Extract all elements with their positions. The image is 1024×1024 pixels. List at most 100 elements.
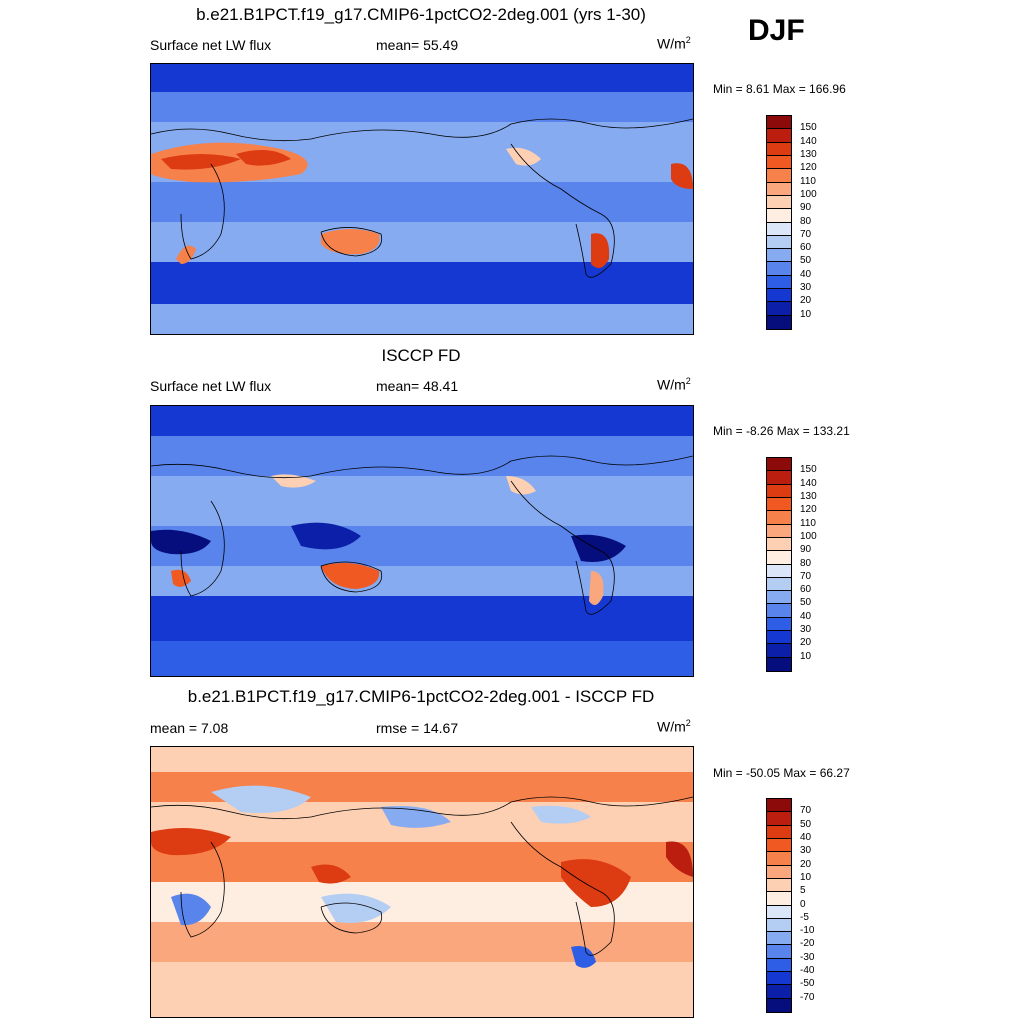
colorbar-tick-label: -10 [800,925,815,937]
colorbar-swatch [767,825,791,839]
colorbar-swatch [767,209,791,223]
panel-1-title: b.e21.B1PCT.f19_g17.CMIP6-1pctCO2-2deg.0… [196,5,646,24]
colorbar-swatch [767,249,791,263]
colorbar-tick-label: 120 [800,504,817,516]
panel-3-units: W/m2 [657,718,691,735]
colorbar-swatch [767,511,791,525]
colorbar-tick-label: -70 [800,991,815,1003]
colorbar-swatch [767,932,791,946]
colorbar-tick-label: 20 [800,637,812,649]
colorbar-swatch [767,998,791,1012]
colorbar-swatch [767,116,791,130]
colorbar-tick-label: 20 [800,858,812,870]
colorbar-tick-label: 70 [800,570,812,582]
colorbar-tick-label: 140 [800,135,817,147]
colorbar-swatch [767,471,791,485]
colorbar-swatch [767,155,791,170]
colorbar-swatch [767,537,791,552]
colorbar-swatch [767,564,791,578]
colorbar-swatch [767,222,791,236]
colorbar-tick-label: -40 [800,965,815,977]
colorbar-swatch [767,551,791,565]
colorbar-tick-label: 50 [800,255,812,267]
panel-1-units: W/m2 [657,35,691,52]
panel-2-minmax: Min = -8.26 Max = 133.21 [713,424,850,438]
colorbar-swatch [767,918,791,933]
colorbar-tick-label: 60 [800,242,812,254]
colorbar-tick-label: 110 [800,175,816,187]
colorbar-swatch [767,182,791,196]
colorbar-swatch [767,838,791,853]
colorbar-tick-label: 60 [800,584,812,596]
colorbar-swatch [767,865,791,879]
colorbar-swatch [767,604,791,618]
panel-1-colorbar [766,115,792,330]
colorbar-swatch [767,524,791,538]
panel-1-mean-label: mean= 55.49 [376,37,459,53]
colorbar-swatch [767,315,791,329]
colorbar-swatch [767,484,791,498]
colorbar-swatch [767,617,791,632]
colorbar-swatch [767,169,791,183]
colorbar-tick-label: 150 [800,122,817,134]
colorbar-tick-label: 140 [800,477,817,489]
colorbar-swatch [767,985,791,999]
panel-3-minmax: Min = -50.05 Max = 66.27 [713,766,850,780]
colorbar-tick-label: 70 [800,805,812,817]
colorbar-swatch [767,142,791,156]
colorbar-tick-label: 120 [800,162,817,174]
colorbar-tick-label: 90 [800,202,812,214]
colorbar-tick-label: 40 [800,831,812,843]
panel-2-left-label: Surface net LW flux [150,378,272,394]
colorbar-tick-label: 80 [800,215,812,227]
panel-3-colorbar [766,798,792,1013]
colorbar-swatch [767,289,791,303]
colorbar-tick-label: 90 [800,544,812,556]
colorbar-tick-label: 100 [800,530,817,542]
colorbar-tick-label: -20 [800,938,815,950]
panel-3-rmse-label: rmse = 14.67 [376,720,459,736]
colorbar-tick-label: 100 [800,188,817,200]
colorbar-swatch [767,195,791,210]
colorbar-swatch [767,812,791,826]
colorbar-swatch [767,905,791,919]
panel-1-map [150,63,694,335]
colorbar-tick-label: 40 [800,610,812,622]
colorbar-tick-label: 30 [800,845,812,857]
colorbar-tick-label: 150 [800,464,817,476]
colorbar-tick-label: 20 [800,295,812,307]
panel-2-title: ISCCP FD [381,346,461,365]
colorbar-swatch [767,852,791,866]
colorbar-swatch [767,657,791,671]
colorbar-swatch [767,945,791,959]
colorbar-swatch [767,458,791,472]
panel-3-title: b.e21.B1PCT.f19_g17.CMIP6-1pctCO2-2deg.0… [187,687,655,706]
colorbar-tick-label: 50 [800,597,812,609]
panel-1-minmax: Min = 8.61 Max = 166.96 [713,82,846,96]
colorbar-swatch [767,275,791,290]
panel-3-map [150,746,694,1018]
colorbar-tick-label: 10 [800,650,812,662]
colorbar-swatch [767,892,791,906]
colorbar-swatch [767,799,791,813]
colorbar-tick-label: -5 [800,911,809,923]
colorbar-tick-label: -30 [800,951,815,963]
panel-2-map [150,405,694,677]
colorbar-tick-label: 80 [800,557,812,569]
colorbar-tick-label: 0 [800,898,806,910]
colorbar-tick-label: 5 [800,885,806,897]
panel-2-mean-label: mean= 48.41 [376,378,459,394]
colorbar-tick-label: 30 [800,282,812,294]
season-label: DJF [748,14,805,47]
colorbar-swatch [767,591,791,605]
colorbar-tick-label: 10 [800,308,812,320]
colorbar-tick-label: -50 [800,978,815,990]
colorbar-tick-label: 130 [800,490,817,502]
colorbar-swatch [767,878,791,893]
panel-3-mean-label: mean = 7.08 [150,720,229,736]
panel-2-colorbar [766,457,792,672]
colorbar-swatch [767,631,791,645]
colorbar-tick-label: 110 [800,517,816,529]
colorbar-swatch [767,497,791,512]
colorbar-swatch [767,129,791,143]
